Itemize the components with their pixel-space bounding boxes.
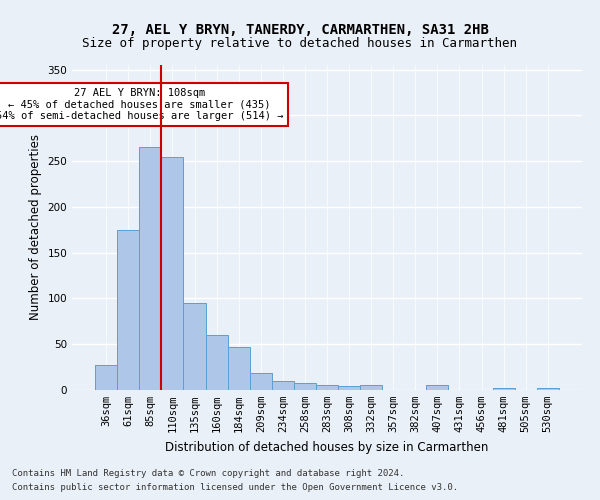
Bar: [95, 366, 117, 390]
Bar: [338, 386, 360, 390]
Bar: [316, 386, 338, 390]
Bar: [117, 230, 139, 390]
Y-axis label: Number of detached properties: Number of detached properties: [29, 134, 42, 320]
Bar: [537, 388, 559, 390]
Text: 27, AEL Y BRYN, TANERDY, CARMARTHEN, SA31 2HB: 27, AEL Y BRYN, TANERDY, CARMARTHEN, SA3…: [112, 22, 488, 36]
Bar: [206, 335, 227, 390]
Bar: [272, 381, 294, 390]
Bar: [227, 347, 250, 390]
Bar: [493, 388, 515, 390]
Text: 27 AEL Y BRYN: 108sqm
← 45% of detached houses are smaller (435)
54% of semi-det: 27 AEL Y BRYN: 108sqm ← 45% of detached …: [0, 88, 283, 121]
Text: Size of property relative to detached houses in Carmarthen: Size of property relative to detached ho…: [83, 38, 517, 51]
Bar: [360, 386, 382, 390]
Bar: [294, 382, 316, 390]
Bar: [250, 372, 272, 390]
X-axis label: Distribution of detached houses by size in Carmarthen: Distribution of detached houses by size …: [166, 440, 488, 454]
Bar: [184, 303, 206, 390]
Text: Contains HM Land Registry data © Crown copyright and database right 2024.: Contains HM Land Registry data © Crown c…: [12, 468, 404, 477]
Bar: [139, 148, 161, 390]
Bar: [427, 386, 448, 390]
Text: Contains public sector information licensed under the Open Government Licence v3: Contains public sector information licen…: [12, 484, 458, 492]
Bar: [161, 156, 184, 390]
